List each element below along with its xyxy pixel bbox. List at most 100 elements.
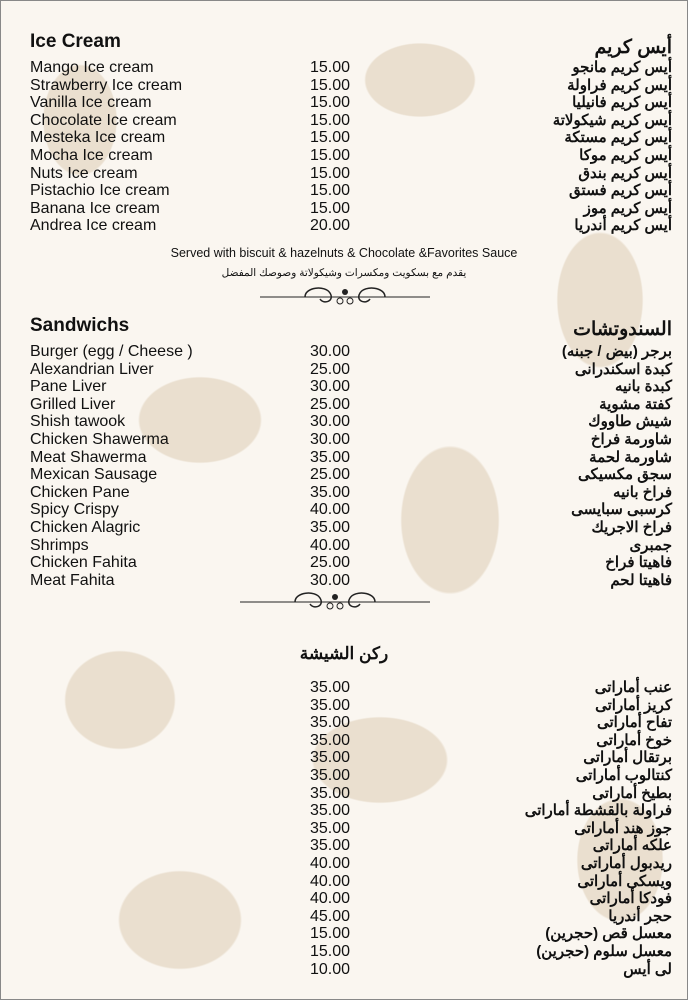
item-price: 40.00 [310,854,351,872]
menu-item: Grilled Liver 25.00 كفتة مشوية [0,396,688,414]
item-name-ar: عنب أماراتى [594,679,672,696]
item-price: 35.00 [310,483,351,501]
item-price: 15.00 [310,76,351,94]
item-price: 35.00 [310,784,351,802]
sandwiches-title-en: Sandwichs [30,315,130,336]
item-name-en: Shish tawook [30,413,126,431]
item-price: 40.00 [310,872,351,890]
menu-item: Chicken Fahita 25.00 فاهيتا فراخ [0,554,688,572]
menu-item: 10.00 لى أيس [0,961,688,979]
item-name-ar: أيس كريم مانجو [572,59,672,76]
item-name-ar: علكه أماراتى [592,837,672,855]
item-name-en: Mexican Sausage [30,466,158,484]
item-name-en: Burger (egg / Cheese ) [30,343,193,360]
item-price: 30.00 [310,343,351,360]
item-name-ar: تفاح أماراتى [596,714,672,732]
menu-item: 35.00 علكه أماراتى [0,837,688,855]
item-name-ar: أيس كريم فستق [569,182,672,200]
item-name-ar: ريدبول أماراتى [580,854,672,872]
item-price: 35.00 [310,749,351,767]
item-name-en: Chicken Alagric [30,518,141,536]
menu-item: Banana Ice cream 15.00 أيس كريم موز [0,200,688,218]
menu-item: Nuts Ice cream 15.00 أيس كريم بندق [0,165,688,183]
menu-item: Mango Ice cream 15.00 أيس كريم مانجو [0,59,688,77]
item-name-en: Chocolate Ice cream [30,111,177,129]
menu-item: 35.00 بطيخ أماراتى [0,785,688,803]
item-name-ar: فراخ الاجريك [591,518,672,536]
item-price: 15.00 [310,925,351,943]
item-name-ar: فراخ بانيه [613,483,672,501]
menu-item: Pane Liver 30.00 كبدة بانيه [0,378,688,396]
item-name-ar: أيس كريم موكا [579,146,672,164]
item-price: 15.00 [310,146,351,164]
item-name-ar: كفتة مشوية [599,395,672,413]
item-name-en: Pane Liver [30,378,107,396]
item-price: 15.00 [310,164,351,182]
menu-item: Andrea Ice cream 20.00 أيس كريم أندريا [0,217,688,235]
item-price: 35.00 [310,802,351,820]
item-name-ar: فراولة بالقشطة أماراتى [524,802,672,820]
sandwiches-list: Burger (egg / Cheese ) 30.00 برجر (بيض / ج… [0,343,688,589]
item-price: 15.00 [310,182,351,200]
menu-item: Chicken Alagric 35.00 فراخ الاجريك [0,519,688,537]
menu-item: Chocolate Ice cream 15.00 أيس كريم شيكولات… [0,112,688,130]
item-name-en: Andrea Ice cream [30,217,157,235]
item-name-ar: سجق مكسيكى [578,466,672,484]
menu-item: Shrimps 40.00 جمبرى [0,537,688,555]
item-name-ar: أيس كريم شيكولاتة [552,111,672,129]
menu-item: Meat Shawerma 35.00 شاورمة لحمة [0,449,688,467]
menu-item: 35.00 برتقال أماراتى [0,749,688,767]
item-price: 15.00 [310,199,351,217]
menu-item: 35.00 خوخ أماراتى [0,732,688,750]
menu-item: Mocha Ice cream 15.00 أيس كريم موكا [0,147,688,165]
menu-item: 15.00 معسل قص (حجرين) [0,925,688,943]
item-price: 35.00 [310,837,351,855]
item-price: 30.00 [310,378,351,396]
item-price: 30.00 [310,413,351,431]
item-price: 15.00 [310,59,351,76]
item-price: 35.00 [310,714,351,732]
item-price: 20.00 [310,217,351,235]
item-price: 35.00 [310,731,351,749]
item-name-en: Chicken Shawerma [30,430,169,448]
item-price: 35.00 [310,819,351,837]
shisha-list: 35.00 عنب أماراتى 35.00 كريز أماراتى 35.00 تف… [0,679,688,978]
item-name-en: Spicy Crispy [30,501,119,519]
ice-cream-note-ar: يقدم مع بسكويت ومكسرات وشيكولاتة وصوصك ا… [221,267,467,279]
item-price: 45.00 [310,907,351,925]
item-name-ar: كبدة اسكندرانى [574,360,672,378]
item-name-ar: شيش طاووك [588,413,672,431]
item-name-ar: بطيخ أماراتى [592,784,672,802]
ice-cream-note-en: Served with biscuit & hazelnuts & Chocol… [170,246,518,260]
item-name-en: Grilled Liver [30,395,116,413]
menu-item: 40.00 فودكا أماراتى [0,890,688,908]
item-name-ar: جوز هند أماراتى [574,819,672,837]
item-name-en: Chicken Fahita [30,554,137,572]
ice-cream-list: Mango Ice cream 15.00 أيس كريم مانجو Strawb… [0,59,688,235]
item-name-ar: خوخ أماراتى [596,731,672,749]
item-name-ar: كرسبى سبايسى [571,501,672,519]
item-name-en: Mesteka Ice cream [30,129,166,147]
item-price: 30.00 [310,571,351,589]
item-price: 25.00 [310,360,351,378]
item-name-en: Pistachio Ice cream [30,182,170,200]
item-name-ar: لى أيس [623,960,672,978]
item-price: 40.00 [310,536,351,554]
item-name-ar: معسل سلوم (حجرين) [536,942,672,960]
item-name-en: Meat Shawerma [30,448,147,466]
menu-item: 35.00 كنتالوب أماراتى [0,767,688,785]
item-price: 15.00 [310,111,351,129]
item-name-ar: برجر (بيض / جبنه) [561,343,672,360]
menu-item: 35.00 فراولة بالقشطة أماراتى [0,802,688,820]
item-name-ar: فاهيتا لحم [610,571,672,589]
menu-item: 35.00 عنب أماراتى [0,679,688,697]
ornament-divider [240,592,430,610]
item-name-ar: فاهيتا فراخ [605,554,672,572]
item-name-ar: معسل قص (حجرين) [545,925,672,943]
item-name-en: Vanilla Ice cream [30,94,152,112]
item-name-ar: شاورمة فراخ [590,430,672,448]
ornament-divider [260,287,430,305]
item-name-ar: كريز أماراتى [595,696,672,714]
item-name-en: Meat Fahita [30,571,115,589]
